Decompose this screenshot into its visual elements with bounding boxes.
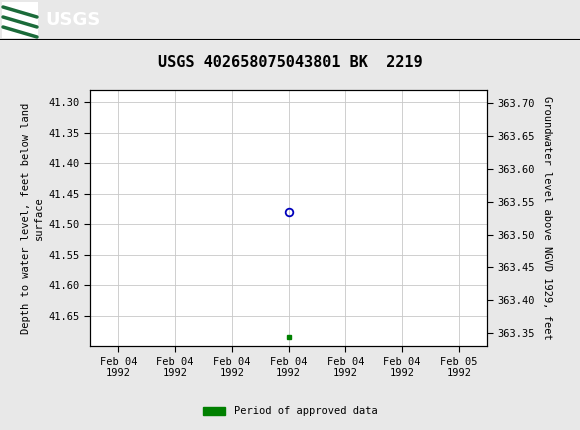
Bar bbox=[2, 2, 38, 38]
Y-axis label: Depth to water level, feet below land
surface: Depth to water level, feet below land su… bbox=[21, 103, 44, 334]
Legend: Period of approved data: Period of approved data bbox=[198, 402, 382, 421]
Text: USGS: USGS bbox=[45, 11, 100, 29]
Y-axis label: Groundwater level above NGVD 1929, feet: Groundwater level above NGVD 1929, feet bbox=[542, 96, 552, 340]
Text: USGS 402658075043801 BK  2219: USGS 402658075043801 BK 2219 bbox=[158, 55, 422, 70]
